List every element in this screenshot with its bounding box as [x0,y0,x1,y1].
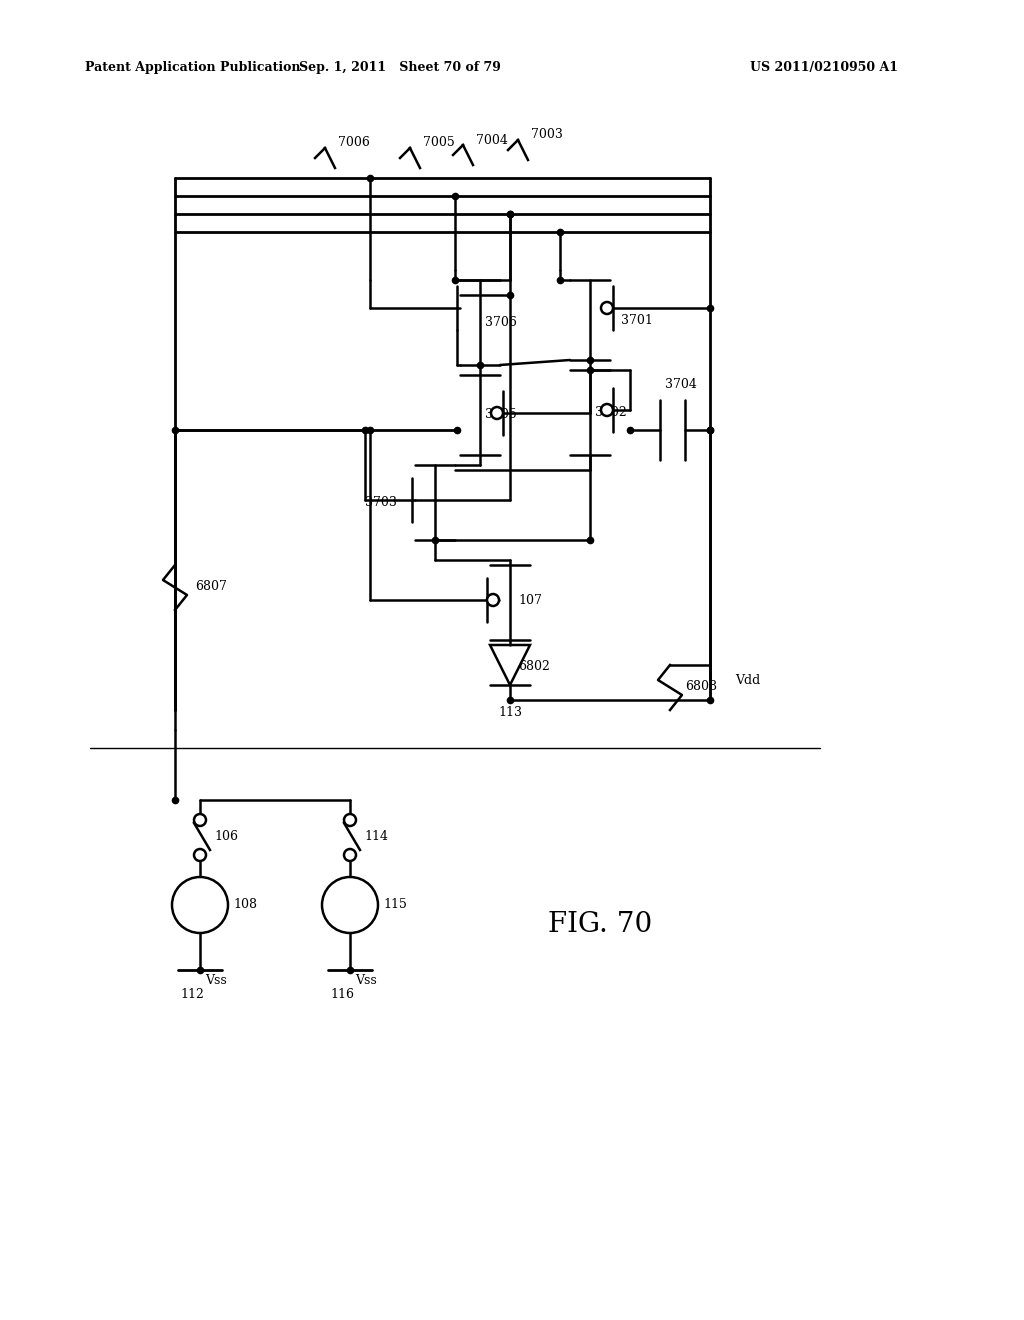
Circle shape [344,814,356,826]
Text: 115: 115 [383,899,407,912]
Text: 7004: 7004 [476,133,508,147]
Text: 112: 112 [180,989,204,1002]
Circle shape [322,876,378,933]
Text: 6808: 6808 [685,681,717,693]
Text: Vss: Vss [355,974,377,986]
Text: 108: 108 [233,899,257,912]
Circle shape [601,404,613,416]
Text: 7005: 7005 [423,136,455,149]
Text: FIG. 70: FIG. 70 [548,912,652,939]
Text: 6807: 6807 [195,581,227,594]
Circle shape [194,849,206,861]
Text: 116: 116 [330,989,354,1002]
Circle shape [194,814,206,826]
Text: 107: 107 [518,594,542,606]
Text: 7006: 7006 [338,136,370,149]
Circle shape [344,849,356,861]
Text: 7003: 7003 [531,128,563,141]
Text: Patent Application Publication: Patent Application Publication [85,62,300,74]
Text: Vss: Vss [205,974,226,986]
Text: 3706: 3706 [485,315,517,329]
Text: 3704: 3704 [665,379,697,392]
Text: 6802: 6802 [518,660,550,673]
Text: 113: 113 [498,705,522,718]
Circle shape [487,594,499,606]
Text: Sep. 1, 2011   Sheet 70 of 79: Sep. 1, 2011 Sheet 70 of 79 [299,62,501,74]
Text: 106: 106 [214,830,238,843]
Text: 114: 114 [364,830,388,843]
Circle shape [172,876,228,933]
Text: US 2011/0210950 A1: US 2011/0210950 A1 [750,62,898,74]
Circle shape [601,302,613,314]
Text: 3703: 3703 [365,495,397,508]
Text: 3701: 3701 [621,314,653,326]
Circle shape [490,407,503,418]
Text: Vdd: Vdd [735,673,760,686]
Text: 3702: 3702 [595,405,627,418]
Text: 3705: 3705 [485,408,517,421]
